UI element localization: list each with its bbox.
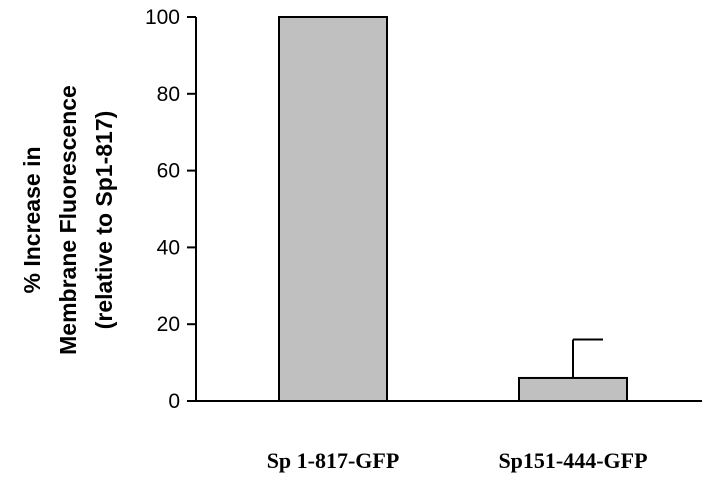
bar (518, 376, 628, 402)
error-bars (572, 338, 603, 378)
y-axis-label-line: (relative to Sp1-817) (91, 111, 117, 330)
y-tick-label: 20 (157, 313, 180, 336)
y-axis-label-line: % Increase in (19, 146, 45, 293)
y-tick-label: 60 (157, 160, 180, 183)
y-tick-label: 80 (157, 83, 180, 106)
y-tick-label: 0 (168, 390, 180, 413)
axes (195, 17, 702, 402)
y-ticks: 0 20 40 60 80 100 (145, 6, 196, 413)
category-label: Sp151-444-GFP (498, 448, 647, 473)
bar (278, 16, 388, 402)
category-labels: Sp 1-817-GFP Sp151-444-GFP (267, 448, 648, 473)
category-label: Sp 1-817-GFP (267, 448, 400, 473)
bars (278, 16, 628, 402)
y-tick-label: 40 (157, 236, 180, 259)
y-tick-label: 100 (145, 6, 180, 29)
y-axis-label-line: Membrane Fluorescence (55, 85, 81, 355)
y-axis-label: % Increase in Membrane Fluorescence (relat… (19, 85, 117, 355)
